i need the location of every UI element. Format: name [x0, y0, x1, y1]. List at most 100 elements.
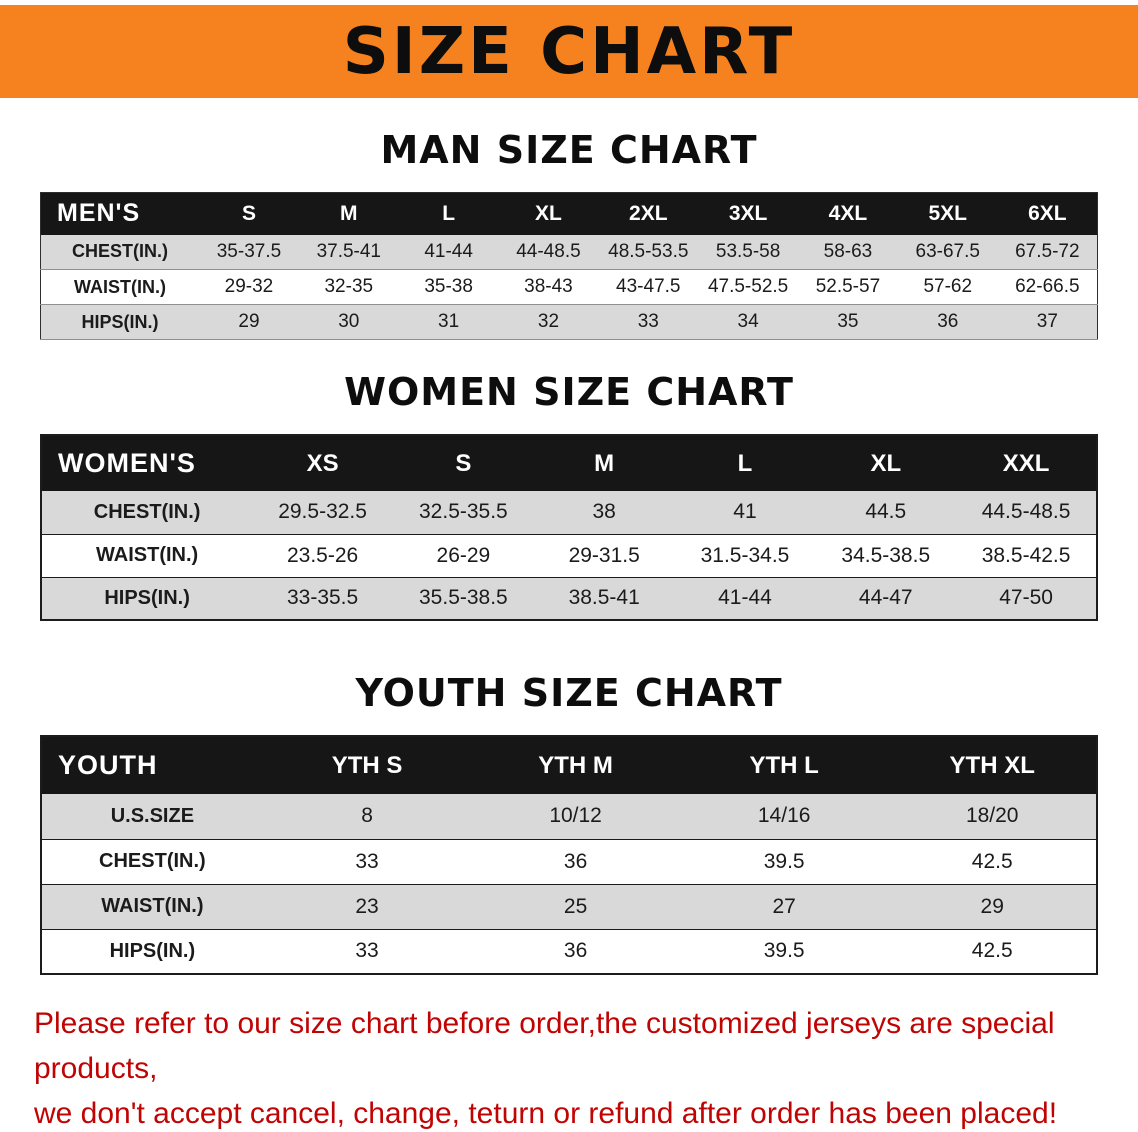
size-column-header: L [674, 435, 816, 491]
size-value: 44-47 [858, 586, 913, 610]
size-value: 36 [563, 849, 588, 873]
size-value: 35-38 [424, 276, 473, 297]
men-section: MAN SIZE CHART MEN'S S M L XL 2XL 3XL 4XL 5XL 6XL… [0, 128, 1138, 340]
size-value: 33 [637, 311, 659, 332]
size-value: 37.5-41 [316, 240, 382, 262]
table-title-cell: MEN'S [40, 192, 200, 235]
size-value: 47.5-52.5 [707, 276, 789, 297]
size-column-header: YTH L [679, 736, 889, 794]
size-value: 44.5-48.5 [981, 500, 1071, 524]
size-value: 31 [438, 311, 460, 332]
size-value: 41-44 [718, 586, 772, 610]
size-value: 32 [537, 311, 560, 332]
size-value: 42.5 [971, 849, 1013, 873]
size-column-header: YTH M [471, 736, 680, 794]
row-label: HIPS(IN.) [81, 311, 159, 332]
size-value: 53.5-58 [715, 240, 781, 262]
size-value: 8 [361, 804, 373, 828]
size-value: 34 [737, 311, 759, 332]
size-value: 23.5-26 [286, 543, 359, 567]
size-value: 63-67.5 [915, 240, 980, 262]
size-column-header: 2XL [598, 192, 699, 235]
measurement-row: HIPS(IN.) 33 36 39.5 42.5 [41, 929, 1097, 974]
row-label: HIPS(IN.) [104, 586, 190, 609]
size-value: 44.5 [865, 500, 907, 524]
women-section-title: WOMEN SIZE CHART [344, 370, 794, 414]
size-value: 33 [355, 939, 379, 963]
size-value: 29 [980, 894, 1004, 918]
men-size-table: MEN'S S M L XL 2XL 3XL 4XL 5XL 6XL CHEST(IN.) 35-37… [40, 192, 1098, 340]
size-column-header: 5XL [897, 192, 998, 235]
banner: SIZE CHART [0, 5, 1138, 98]
size-value: 33-35.5 [286, 586, 359, 610]
men-section-title: MAN SIZE CHART [380, 128, 758, 172]
youth-section-title: YOUTH SIZE CHART [355, 671, 783, 715]
row-label: CHEST(IN.) [99, 850, 206, 872]
size-value: 23 [355, 894, 379, 918]
size-value: 35-37.5 [216, 240, 282, 262]
table-header-row: WOMEN'S XS S M L XL XXL [41, 435, 1097, 491]
size-value: 25 [563, 894, 588, 918]
page-title: SIZE CHART [342, 14, 796, 89]
row-label: CHEST(IN.) [93, 500, 201, 523]
youth-size-table: YOUTH YTH S YTH M YTH L YTH XL U.S.SIZE 8 10/12… [40, 735, 1098, 975]
women-section: WOMEN SIZE CHART WOMEN'S XS S M L XL XXL CHEST(… [0, 370, 1138, 621]
row-label: HIPS(IN.) [109, 939, 196, 962]
size-value: 35.5-38.5 [419, 586, 508, 610]
women-size-table: WOMEN'S XS S M L XL XXL CHEST(IN.) 29.5-32.5 32.5… [40, 434, 1098, 621]
size-value: 31.5-34.5 [700, 543, 790, 567]
table-header-row: YOUTH YTH S YTH M YTH L YTH XL [41, 736, 1097, 794]
size-value: 58-63 [823, 240, 873, 262]
youth-section: YOUTH SIZE CHART YOUTH YTH S YTH M YTH L YTH… [0, 671, 1138, 975]
size-value: 29 [238, 311, 260, 332]
size-value: 57-62 [923, 276, 973, 297]
size-value: 10/12 [549, 804, 602, 828]
size-value: 43-47.5 [616, 276, 681, 297]
size-value: 30 [338, 311, 360, 332]
size-column-header: YTH XL [888, 736, 1097, 794]
table-title-cell: YOUTH [41, 736, 263, 794]
size-value: 42.5 [971, 939, 1013, 963]
measurement-row: HIPS(IN.) 33-35.5 35.5-38.5 38.5-41 41-44 44-… [41, 577, 1097, 620]
size-value: 34.5-38.5 [841, 543, 931, 567]
size-column-header: XS [252, 435, 393, 491]
table-header-row: MEN'S S M L XL 2XL 3XL 4XL 5XL 6XL [40, 192, 1098, 235]
disclaimer: Please refer to our size chart before or… [34, 1001, 1108, 1132]
size-column-header: XL [498, 192, 599, 235]
size-column-header: L [398, 192, 499, 235]
row-label: WAIST(IN.) [74, 276, 167, 297]
size-value: 48.5-53.5 [608, 240, 689, 262]
measurement-row: CHEST(IN.) 35-37.5 37.5-41 41-44 44-48.5 48.5… [40, 234, 1098, 270]
size-value: 36 [563, 939, 588, 963]
size-value: 38 [592, 500, 616, 524]
row-label: WAIST(IN.) [95, 544, 199, 566]
size-value: 26-29 [436, 543, 491, 567]
size-value: 18/20 [965, 804, 1019, 828]
size-value: 32.5-35.5 [419, 500, 508, 524]
size-value: 41 [733, 500, 757, 524]
measurement-row: WAIST(IN.) 23 25 27 29 [41, 884, 1097, 929]
size-value: 37 [1036, 311, 1058, 332]
size-column-header: 6XL [997, 192, 1098, 235]
size-value: 32-35 [324, 276, 374, 297]
size-value: 41-44 [424, 240, 473, 262]
size-value: 39.5 [763, 849, 805, 873]
size-value: 52.5-57 [815, 276, 881, 297]
size-value: 38.5-41 [568, 586, 640, 610]
size-column-header: M [533, 435, 675, 491]
size-value: 39.5 [763, 939, 805, 963]
size-column-header: XL [815, 435, 957, 491]
measurement-row: CHEST(IN.) 33 36 39.5 42.5 [41, 839, 1097, 884]
measurement-row: HIPS(IN.) 29 30 31 32 33 34 35 36 37 [40, 304, 1098, 340]
table-title-cell: WOMEN'S [41, 435, 253, 491]
size-value: 29.5-32.5 [278, 500, 367, 524]
row-label: CHEST(IN.) [72, 241, 169, 262]
size-column-header: M [298, 192, 399, 235]
size-value: 44-48.5 [516, 240, 581, 262]
size-value: 47-50 [999, 586, 1053, 610]
measurement-row: CHEST(IN.) 29.5-32.5 32.5-35.5 38 41 44.5 44.5… [41, 491, 1097, 534]
size-column-header: 4XL [798, 192, 898, 235]
measurement-row: WAIST(IN.) 23.5-26 26-29 29-31.5 31.5-34.5 34… [41, 534, 1097, 577]
size-value: 27 [772, 894, 796, 918]
